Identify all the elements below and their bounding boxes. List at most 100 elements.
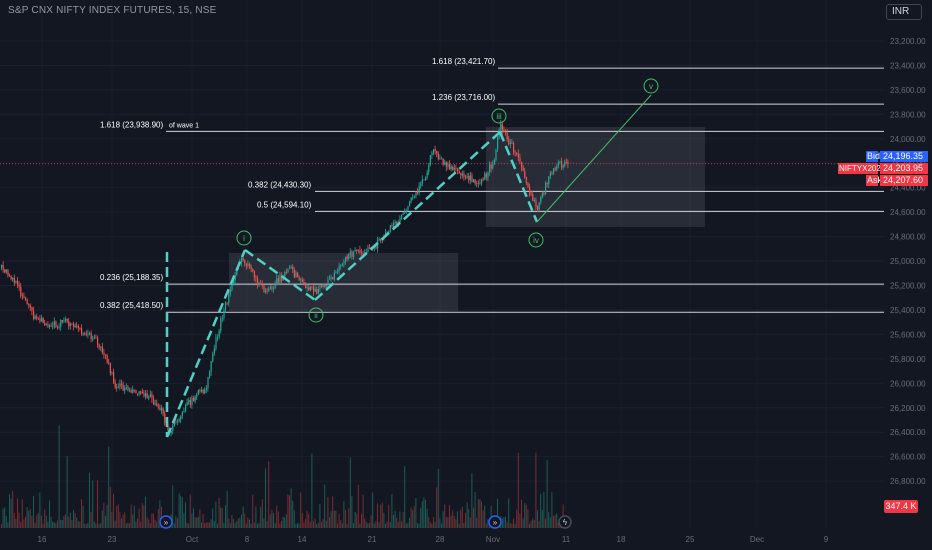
candle-body bbox=[468, 175, 470, 181]
volume-bar bbox=[452, 510, 454, 528]
candle-body bbox=[47, 324, 49, 327]
candle-body bbox=[242, 258, 244, 261]
candle-body bbox=[487, 172, 489, 178]
volume-bar bbox=[245, 523, 247, 528]
candle-body bbox=[245, 263, 247, 266]
candle-body bbox=[13, 277, 15, 283]
volume-bar bbox=[181, 497, 183, 528]
candle-body bbox=[309, 286, 311, 291]
volume-bar bbox=[273, 512, 274, 528]
price-tick-label: 25,800.00 bbox=[890, 355, 926, 364]
volume-bar bbox=[250, 523, 252, 528]
candle-body bbox=[116, 387, 118, 389]
candle-body bbox=[117, 387, 119, 388]
candle-body bbox=[492, 163, 494, 169]
volume-bar bbox=[463, 523, 465, 528]
volume-bar bbox=[31, 515, 33, 528]
volume-bar bbox=[553, 515, 554, 528]
candle-body bbox=[500, 123, 502, 130]
volume-bar bbox=[191, 513, 193, 528]
candle-body bbox=[444, 162, 446, 165]
volume-bar bbox=[229, 523, 231, 528]
volume-bar bbox=[220, 507, 222, 528]
volume-bar bbox=[2, 508, 4, 528]
candle-body bbox=[404, 211, 406, 214]
volume-bar bbox=[543, 491, 545, 528]
candle-body bbox=[553, 168, 555, 174]
event-markers[interactable]: » » ϟ bbox=[159, 515, 572, 529]
candle-body bbox=[15, 280, 17, 283]
volume-bar bbox=[93, 521, 95, 528]
candle-body bbox=[281, 275, 283, 281]
candle-body bbox=[194, 396, 196, 402]
candle-body bbox=[113, 372, 115, 382]
candle-body bbox=[100, 346, 102, 348]
candle-body bbox=[9, 275, 11, 277]
volume-bar bbox=[197, 516, 199, 528]
candle-body bbox=[268, 288, 270, 291]
volume-bar bbox=[529, 523, 530, 528]
candle-body bbox=[303, 282, 305, 284]
price-axis[interactable]: 23,200.00 23,400.00 23,600.00 23,800.00 24,0… bbox=[890, 37, 926, 486]
wave-segment bbox=[314, 131, 501, 301]
volume-bar bbox=[540, 493, 542, 528]
candle-body bbox=[229, 289, 231, 294]
wave-label-circle bbox=[308, 307, 324, 323]
price-tick-label: 24,000.00 bbox=[890, 135, 926, 144]
candle-body bbox=[378, 239, 380, 240]
volume-bar bbox=[89, 472, 90, 528]
candle-body bbox=[362, 254, 364, 255]
fib-level-label: 0.382 (24,430.30) bbox=[248, 180, 311, 189]
time-tick-label: 28 bbox=[436, 535, 445, 544]
event-marker-icon bbox=[558, 515, 572, 529]
candle-body bbox=[391, 224, 393, 227]
wave-segment bbox=[165, 249, 247, 438]
volume-bar bbox=[364, 518, 366, 528]
candle-body bbox=[513, 142, 515, 152]
volume-bar bbox=[130, 504, 132, 528]
candle-body bbox=[388, 231, 390, 233]
candle-body bbox=[52, 325, 54, 327]
volume-bar bbox=[345, 509, 346, 528]
candle-body bbox=[26, 299, 28, 305]
volume-bar bbox=[7, 522, 9, 528]
volume-bar bbox=[60, 519, 62, 528]
candle-body bbox=[425, 177, 427, 180]
time-axis[interactable]: 16 23 Oct 8 14 21 28 Nov 11 18 25 Dec 9 bbox=[38, 535, 829, 544]
candle-body bbox=[2, 265, 4, 270]
volume-bar bbox=[306, 510, 308, 528]
volume-bar bbox=[271, 509, 273, 528]
volume-bar bbox=[234, 523, 236, 528]
volume-bar bbox=[26, 507, 28, 528]
volume-bar bbox=[458, 523, 460, 528]
candle-body bbox=[503, 130, 505, 133]
candle-body bbox=[437, 153, 439, 159]
volume-bar bbox=[207, 522, 209, 528]
volume-bar bbox=[322, 519, 324, 528]
volume-bar bbox=[121, 518, 122, 528]
volume-bar bbox=[145, 496, 146, 528]
volume-bar bbox=[445, 517, 447, 528]
candle-body bbox=[57, 326, 59, 328]
volume-bar bbox=[461, 506, 463, 528]
candle-body bbox=[490, 164, 492, 169]
currency-button[interactable]: INR bbox=[886, 4, 922, 20]
volume-bar bbox=[441, 523, 442, 528]
volume-bar bbox=[554, 515, 556, 528]
volume-bar bbox=[105, 515, 106, 528]
volume-bar bbox=[557, 522, 559, 528]
volume-bar bbox=[505, 517, 506, 528]
candle-body bbox=[89, 333, 91, 334]
volume-bar bbox=[423, 497, 425, 528]
candle-body bbox=[337, 270, 339, 272]
candle-body bbox=[421, 179, 423, 184]
volume-bar bbox=[482, 510, 484, 528]
volume-bar bbox=[217, 523, 218, 528]
volume-bar bbox=[201, 522, 202, 528]
volume-bar bbox=[370, 515, 372, 528]
volume-bar bbox=[135, 521, 137, 528]
volume-bar bbox=[409, 517, 410, 528]
volume-bar bbox=[103, 502, 105, 528]
candle-body bbox=[197, 390, 199, 395]
